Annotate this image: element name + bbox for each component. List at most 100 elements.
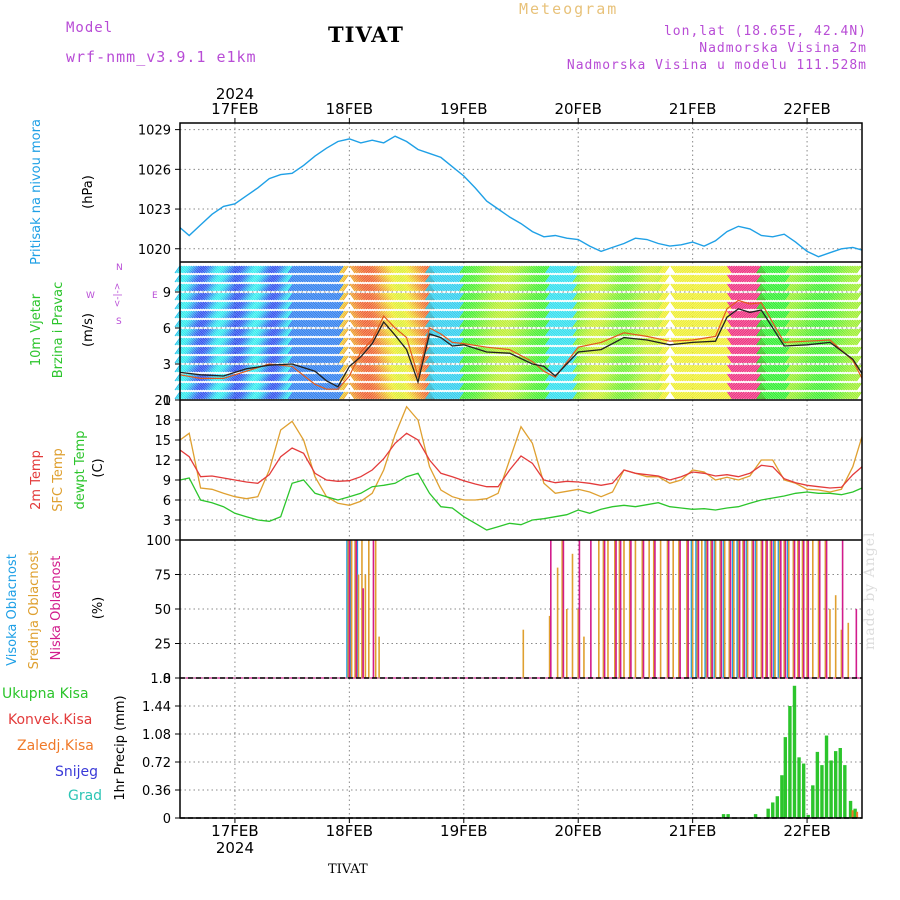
wind-barb [641, 328, 648, 337]
wind-barb [277, 265, 284, 274]
wind-barb [256, 265, 263, 274]
wind-barb [462, 319, 469, 328]
wind-barb [317, 301, 323, 310]
wind-barb [452, 274, 459, 283]
wind-barb [241, 382, 248, 391]
wind-barb [174, 328, 181, 337]
wind-barb [632, 283, 639, 292]
wind-barb [708, 283, 715, 292]
wind-barb [478, 328, 485, 337]
wind-barb [454, 391, 461, 400]
wind-barb [248, 346, 255, 355]
wind-barb [591, 274, 598, 283]
wind-barb [613, 310, 620, 319]
wind-barb [521, 301, 528, 310]
wind-barb [589, 337, 596, 346]
wind-barb [600, 364, 607, 373]
wind-barb [699, 310, 706, 319]
wind-barb [519, 328, 526, 337]
wind-barb [709, 265, 716, 274]
wind-barb [263, 301, 270, 310]
wind-barb [435, 301, 442, 310]
wind-barb [184, 265, 191, 274]
wind-barb [675, 301, 682, 310]
wind-barb [311, 310, 318, 319]
wind-barb [308, 274, 315, 283]
wind-barb [447, 274, 454, 283]
wind-barb [341, 283, 347, 292]
wind-barb [483, 265, 490, 274]
wind-barb [591, 319, 598, 328]
wind-barb [565, 310, 572, 319]
wind-barb [576, 310, 583, 319]
wind-barb [371, 265, 378, 274]
wind-barb [400, 391, 407, 400]
wind-barb [275, 382, 282, 391]
wind-barb [318, 391, 325, 400]
wind-barb [538, 346, 545, 355]
wind-barb [485, 328, 492, 337]
wind-barb [550, 328, 557, 337]
wind-barb [416, 328, 423, 337]
wind-barb [399, 364, 406, 373]
wind-barb [255, 292, 262, 301]
wind-barb [531, 283, 538, 292]
wind-barb [526, 301, 533, 310]
wind-barb [339, 346, 346, 355]
wind-barb [636, 382, 643, 391]
wind-barb [459, 283, 466, 292]
wind-barb [196, 301, 203, 310]
wind-barb [354, 328, 361, 337]
wind-barb [447, 346, 454, 355]
wind-barb [196, 310, 203, 319]
wind-barb [322, 283, 329, 292]
wind-barb [337, 337, 344, 346]
wind-barb [315, 328, 322, 337]
wind-barb [509, 337, 516, 346]
wind-barb [419, 310, 426, 319]
wind-barb [335, 328, 342, 337]
wind-barb [474, 346, 481, 355]
wind-barb [186, 265, 193, 274]
wind-barb [444, 274, 450, 283]
wind-barb [244, 283, 251, 292]
wind-barb [191, 346, 198, 355]
wind-barb [650, 382, 656, 391]
wind-barb [596, 310, 603, 319]
wind-barb [198, 355, 205, 364]
wind-barb [540, 391, 547, 400]
wind-barb [226, 301, 232, 310]
wind-barb [248, 274, 255, 283]
wind-barb [445, 364, 452, 373]
wind-barb [292, 337, 299, 346]
wind-barb [524, 301, 531, 310]
wind-barb [728, 346, 735, 355]
wind-barb [282, 382, 289, 391]
wind-barb [725, 328, 732, 337]
wind-barb [402, 292, 409, 301]
wind-barb [696, 283, 703, 292]
wind-barb [728, 310, 735, 319]
wind-barb [202, 355, 208, 364]
wind-barb [280, 319, 287, 328]
wind-barb [315, 364, 322, 373]
wind-barb [727, 328, 733, 337]
wind-barb [533, 337, 540, 346]
wind-barb [560, 373, 567, 382]
wind-barb [330, 301, 337, 310]
wind-barb [274, 292, 281, 301]
wind-barb [536, 382, 543, 391]
lonlat-label: lon,lat (18.65E, 42.4N) [663, 24, 867, 39]
pressure-tick-label: 1029 [138, 124, 171, 139]
wind-barb [212, 292, 219, 301]
wind-barb [308, 283, 315, 292]
wind-barb [459, 364, 466, 373]
wind-barb [387, 328, 394, 337]
wind-barb [500, 319, 507, 328]
wind-barb [315, 274, 322, 283]
wind-barb [469, 391, 476, 400]
wind-barb [400, 265, 407, 274]
wind-barb [454, 265, 461, 274]
wind-barb [577, 382, 584, 391]
wind-barb [572, 391, 579, 400]
